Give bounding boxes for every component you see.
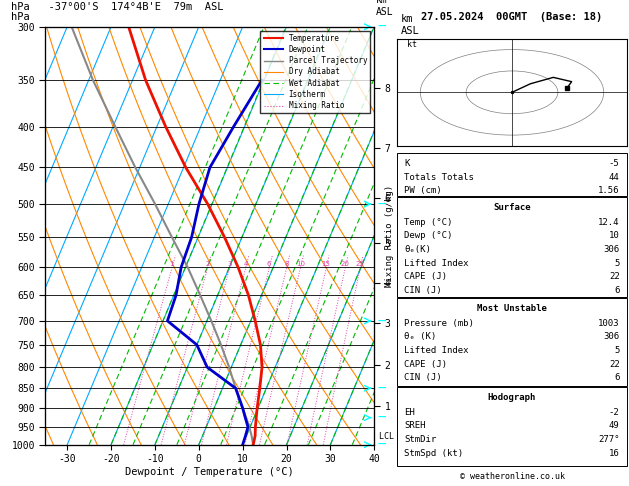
Text: 20: 20 — [341, 261, 350, 267]
Text: kt: kt — [406, 40, 416, 50]
Text: EH: EH — [404, 408, 415, 417]
Text: 6: 6 — [267, 261, 271, 267]
Text: 4: 4 — [243, 261, 248, 267]
Text: Lifted Index: Lifted Index — [404, 346, 469, 355]
Bar — [398, 197, 626, 297]
Text: —: — — [377, 200, 386, 208]
Text: θₑ(K): θₑ(K) — [404, 245, 431, 254]
Text: 277°: 277° — [598, 435, 620, 444]
Text: Temp (°C): Temp (°C) — [404, 218, 453, 227]
Text: 22: 22 — [609, 272, 620, 281]
Text: Hodograph: Hodograph — [488, 393, 536, 402]
Text: SREH: SREH — [404, 421, 426, 431]
Text: Mixing Ratio (g/kg): Mixing Ratio (g/kg) — [386, 185, 394, 287]
Text: 306: 306 — [603, 332, 620, 342]
Text: StmSpd (kt): StmSpd (kt) — [404, 449, 464, 458]
Text: K: K — [404, 159, 409, 168]
Text: 10: 10 — [609, 231, 620, 241]
Text: hPa   -37°00'S  174°4B'E  79m  ASL: hPa -37°00'S 174°4B'E 79m ASL — [11, 2, 223, 12]
Text: Lifted Index: Lifted Index — [404, 259, 469, 268]
Text: 25: 25 — [356, 261, 365, 267]
Text: 1003: 1003 — [598, 319, 620, 328]
Text: CAPE (J): CAPE (J) — [404, 272, 447, 281]
Text: Totals Totals: Totals Totals — [404, 173, 474, 182]
Text: 5: 5 — [615, 346, 620, 355]
Text: 44: 44 — [609, 173, 620, 182]
Text: km
ASL: km ASL — [376, 0, 394, 17]
Text: 49: 49 — [609, 421, 620, 431]
Text: 1: 1 — [170, 261, 174, 267]
Text: —: — — [377, 22, 386, 31]
Bar — [398, 153, 626, 196]
Text: km: km — [401, 14, 413, 24]
Text: 2: 2 — [205, 261, 209, 267]
Text: -2: -2 — [609, 408, 620, 417]
Text: Pressure (mb): Pressure (mb) — [404, 319, 474, 328]
Text: -5: -5 — [609, 159, 620, 168]
Text: 3: 3 — [227, 261, 231, 267]
Legend: Temperature, Dewpoint, Parcel Trajectory, Dry Adiabat, Wet Adiabat, Isotherm, Mi: Temperature, Dewpoint, Parcel Trajectory… — [260, 31, 370, 113]
Text: CIN (J): CIN (J) — [404, 373, 442, 382]
Text: 5: 5 — [615, 259, 620, 268]
Text: —: — — [377, 413, 386, 422]
Text: ASL: ASL — [401, 26, 420, 36]
Text: StmDir: StmDir — [404, 435, 437, 444]
Text: θₑ (K): θₑ (K) — [404, 332, 437, 342]
Text: Surface: Surface — [493, 203, 531, 212]
Text: 15: 15 — [321, 261, 331, 267]
Text: CIN (J): CIN (J) — [404, 286, 442, 295]
Text: CAPE (J): CAPE (J) — [404, 360, 447, 369]
Text: —: — — [377, 316, 386, 325]
Text: 6: 6 — [615, 373, 620, 382]
Text: PW (cm): PW (cm) — [404, 186, 442, 195]
Text: 12.4: 12.4 — [598, 218, 620, 227]
Bar — [398, 387, 626, 466]
X-axis label: Dewpoint / Temperature (°C): Dewpoint / Temperature (°C) — [125, 467, 294, 477]
Text: 27.05.2024  00GMT  (Base: 18): 27.05.2024 00GMT (Base: 18) — [421, 12, 603, 22]
Text: Most Unstable: Most Unstable — [477, 304, 547, 313]
Text: 6: 6 — [615, 286, 620, 295]
Text: 10: 10 — [296, 261, 305, 267]
Text: 306: 306 — [603, 245, 620, 254]
Text: 8: 8 — [284, 261, 289, 267]
Text: LCL: LCL — [374, 433, 394, 441]
Bar — [398, 298, 626, 386]
Text: Dewp (°C): Dewp (°C) — [404, 231, 453, 241]
Text: 1.56: 1.56 — [598, 186, 620, 195]
Text: hPa: hPa — [11, 12, 30, 22]
Text: —: — — [377, 440, 386, 449]
Text: © weatheronline.co.uk: © weatheronline.co.uk — [460, 472, 564, 481]
Text: 16: 16 — [609, 449, 620, 458]
Text: —: — — [377, 384, 386, 393]
Text: 22: 22 — [609, 360, 620, 369]
